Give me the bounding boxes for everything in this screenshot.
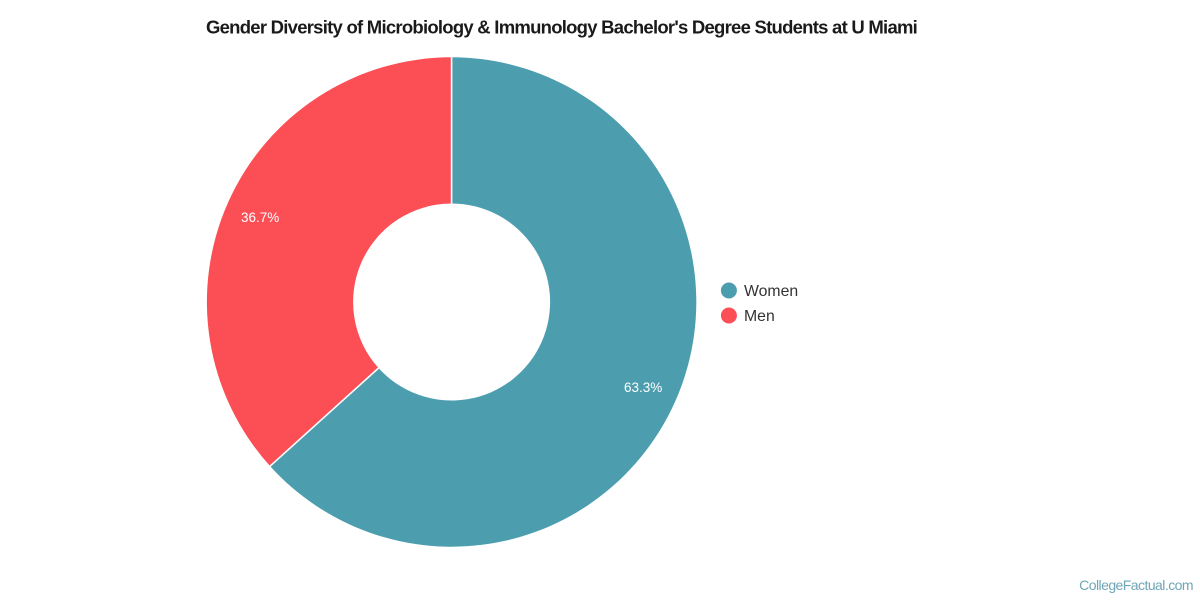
svg-text:36.7%: 36.7% xyxy=(241,210,279,225)
svg-text:CollegeFactual.com: CollegeFactual.com xyxy=(1079,577,1193,593)
svg-text:Men: Men xyxy=(744,308,775,325)
svg-text:Women: Women xyxy=(744,283,798,300)
svg-text:63.3%: 63.3% xyxy=(624,380,662,395)
svg-text:Gender Diversity of Microbiolo: Gender Diversity of Microbiology & Immun… xyxy=(206,16,917,37)
